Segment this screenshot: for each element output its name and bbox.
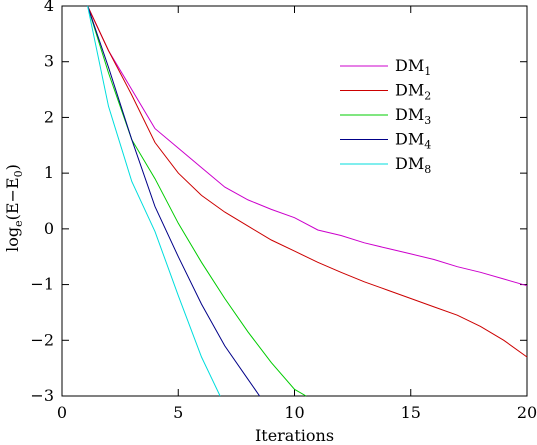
legend-label-dm2: DM2 (395, 81, 431, 103)
series-line-dm1 (87, 5, 528, 287)
series-line-dm8 (87, 5, 221, 397)
legend-label-dm3: DM3 (395, 105, 431, 127)
series-line-dm3 (87, 5, 307, 397)
y-tick-label: 2 (44, 107, 54, 126)
y-tick-label: 0 (44, 219, 54, 238)
y-tick-label: 4 (44, 0, 54, 15)
x-tick-label: 20 (517, 403, 537, 422)
legend-label-dm8: DM8 (395, 154, 431, 176)
legend-label-dm4: DM4 (395, 130, 431, 152)
y-tick-label: 3 (44, 52, 54, 71)
y-tick-label: 1 (44, 163, 54, 182)
series-lines (87, 5, 528, 397)
y-tick-label: −1 (30, 275, 54, 294)
axis-ticks: 0 5 10 15 20 −3 −2 −1 0 1 2 3 4 (30, 0, 537, 422)
y-axis-label-log: log (3, 227, 22, 252)
series-line-dm2 (87, 5, 528, 358)
legend-label-dm1: DM1 (395, 56, 431, 78)
y-axis-label-expr-sub: 0 (12, 170, 25, 177)
y-axis-label-close: ) (3, 164, 22, 170)
y-axis-label-expr: (E−E (3, 177, 22, 220)
x-tick-label: 10 (284, 403, 304, 422)
x-tick-label: 0 (57, 403, 67, 422)
y-tick-label: −3 (30, 386, 54, 405)
y-axis-label-base: e (12, 220, 25, 227)
series-line-dm4 (87, 5, 261, 397)
x-axis-label: Iterations (255, 426, 334, 445)
y-tick-label: −2 (30, 330, 54, 349)
x-tick-label: 15 (401, 403, 421, 422)
x-tick-label: 5 (173, 403, 183, 422)
plot-frame (61, 5, 528, 397)
y-axis-label: loge(E−E0) (3, 164, 25, 252)
